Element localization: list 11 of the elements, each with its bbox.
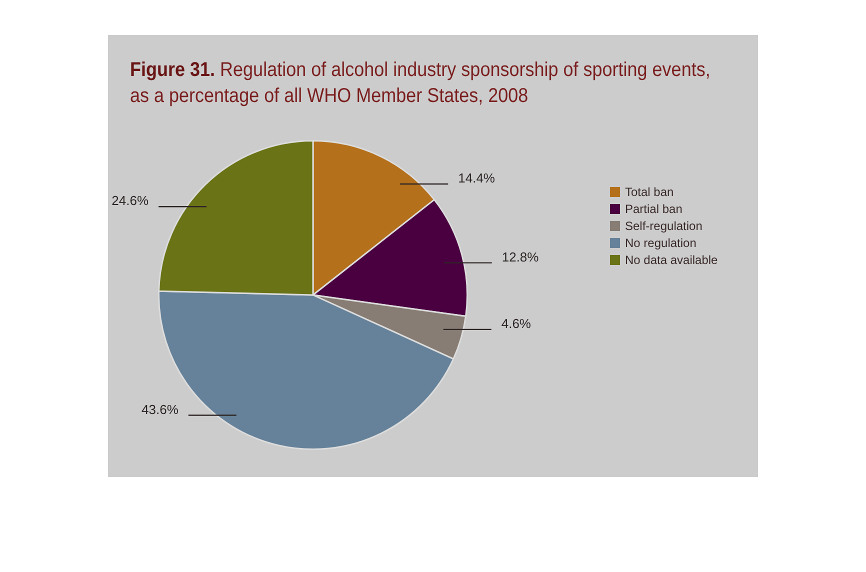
data-label: 14.4%	[458, 170, 496, 186]
legend-label: No regulation	[625, 236, 696, 250]
data-label: 43.6%	[142, 402, 179, 417]
legend-label: Partial ban	[625, 202, 682, 216]
legend-label: No data available	[625, 252, 718, 266]
data-label: 12.8%	[502, 249, 540, 264]
data-label: 24.6%	[112, 193, 149, 208]
legend-label: Total ban	[625, 184, 674, 198]
legend-label: Self-regulation	[625, 218, 702, 232]
chart-title: Figure 31. Regulation of alcohol industry sponsorship of sporting events, as a percentage of all WHO Member States, 2008	[130, 58, 712, 109]
data-label: 4.6%	[501, 316, 532, 332]
